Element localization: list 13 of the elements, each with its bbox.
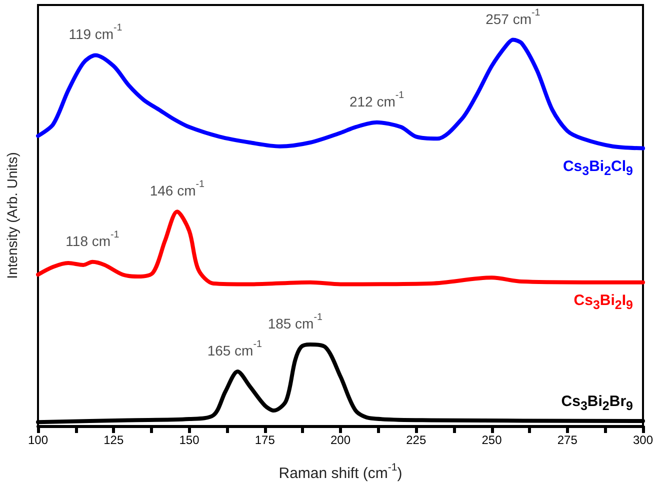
y-axis-title: Intensity (Arb. Units) <box>4 152 20 279</box>
x-tick-label: 150 <box>179 433 200 447</box>
x-tick-label: 250 <box>482 433 502 447</box>
series-label: Cs$_{3}$Bi$_{2}$I$_{9}$ <box>574 292 633 314</box>
x-tick-label: 300 <box>632 433 654 447</box>
x-tick-label: 200 <box>330 433 351 447</box>
series-label: Cs$_{3}$Bi$_{2}$Cl$_{9}$ <box>562 158 633 180</box>
series-label: Cs$_{3}$Bi$_{2}$Br$_{9}$ <box>561 392 633 415</box>
x-tick-label: 175 <box>254 433 276 447</box>
x-tick-label: 125 <box>104 433 124 447</box>
x-tick-label: 275 <box>557 433 578 447</box>
x-tick-label: 225 <box>406 433 426 447</box>
x-tick-label: 100 <box>28 433 48 447</box>
